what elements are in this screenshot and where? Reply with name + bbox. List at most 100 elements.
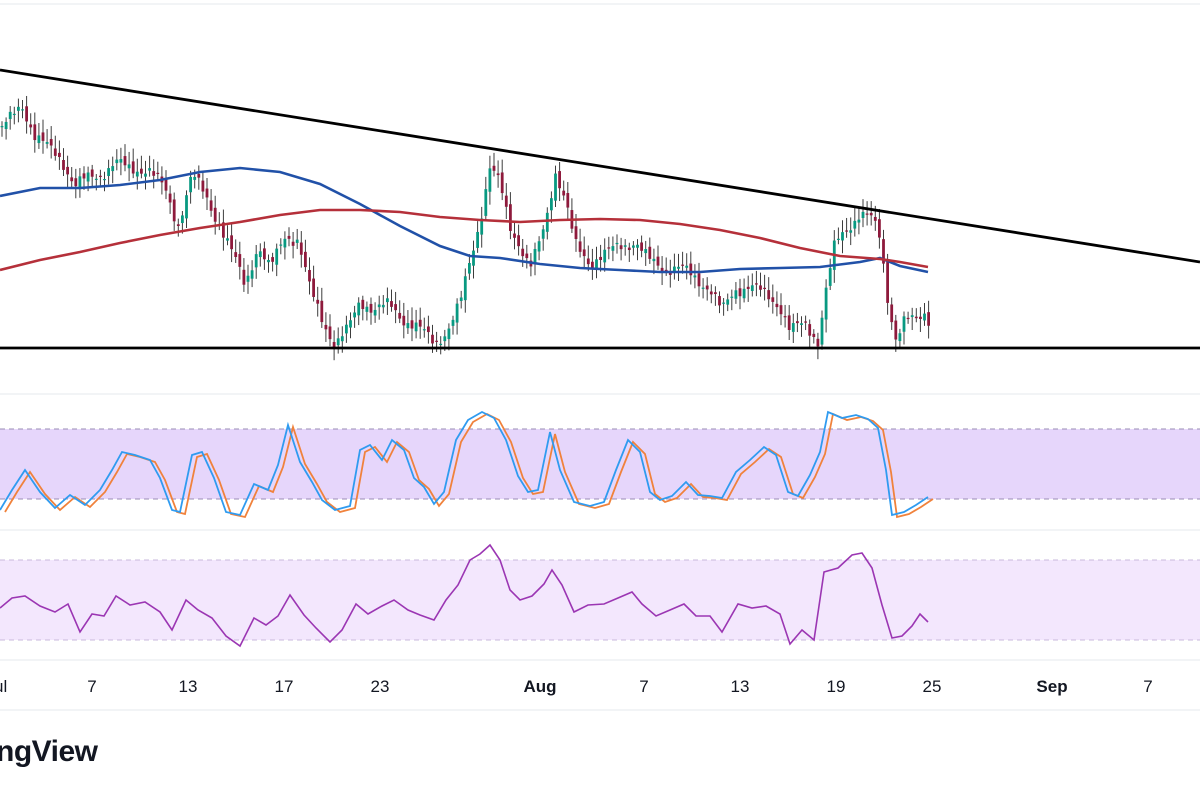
candle <box>176 218 180 237</box>
candle-body <box>4 121 8 130</box>
candle-body <box>837 238 840 240</box>
candle <box>783 304 787 328</box>
candle-body <box>857 219 861 223</box>
candle-body <box>509 204 512 231</box>
candle-body <box>390 301 393 307</box>
stochastic-panel[interactable] <box>0 410 1200 519</box>
candle <box>78 168 82 198</box>
price-panel[interactable] <box>0 68 1200 361</box>
candle <box>213 195 217 235</box>
candle-body <box>336 338 340 346</box>
candle-body <box>779 305 783 315</box>
candle-body <box>919 316 922 319</box>
candle-body <box>459 297 463 301</box>
candle <box>148 155 151 177</box>
candle-body <box>365 306 369 312</box>
candle <box>517 224 520 256</box>
candle-body <box>525 253 529 259</box>
candle-body <box>595 259 598 271</box>
candle <box>254 245 258 279</box>
candle <box>140 155 143 179</box>
candle <box>545 207 549 240</box>
candle-body <box>283 238 287 248</box>
candle <box>156 161 160 181</box>
rsi-panel[interactable] <box>0 543 1200 648</box>
candle-body <box>865 213 869 215</box>
candle <box>230 222 233 263</box>
candle-body <box>291 241 295 246</box>
candle <box>841 220 844 254</box>
candle <box>33 112 37 153</box>
candle <box>910 307 914 331</box>
candle-body <box>115 159 119 164</box>
candle-body <box>66 166 69 175</box>
candle <box>554 165 557 207</box>
candle <box>890 297 894 330</box>
candlesticks <box>0 95 930 361</box>
candle <box>878 208 881 249</box>
candle-body <box>468 263 471 274</box>
candle <box>312 265 315 302</box>
candle-body <box>320 300 324 323</box>
candle-body <box>226 238 229 241</box>
candle <box>17 98 20 123</box>
candle <box>90 164 94 188</box>
candle <box>406 310 410 334</box>
candle <box>283 231 287 260</box>
candle-body <box>213 207 217 222</box>
candle <box>308 257 311 295</box>
candle-body <box>841 232 844 241</box>
candle-body <box>172 199 176 222</box>
candle <box>361 295 365 321</box>
candle-body <box>849 230 853 233</box>
candle-body <box>472 250 475 266</box>
candle-body <box>271 257 274 262</box>
candle-body <box>902 316 906 332</box>
candle-body <box>615 242 619 245</box>
candle <box>164 170 168 200</box>
candle-body <box>53 148 57 156</box>
x-tick-label: 17 <box>275 677 294 696</box>
candle <box>492 152 496 177</box>
candle-body <box>853 220 857 229</box>
candle <box>381 295 385 314</box>
candle <box>513 222 516 250</box>
candle <box>902 311 906 345</box>
candle <box>29 113 33 135</box>
candle <box>353 305 356 328</box>
candle-body <box>197 173 201 178</box>
candle <box>886 253 889 315</box>
candle-body <box>201 180 205 192</box>
x-tick-label: 7 <box>87 677 96 696</box>
candle-body <box>685 265 689 268</box>
candle-body <box>562 190 566 196</box>
candle-body <box>775 303 779 308</box>
candle-body <box>787 315 791 330</box>
candle-body <box>886 262 889 303</box>
candle <box>771 284 775 314</box>
candle <box>738 278 742 310</box>
candle <box>447 323 451 351</box>
candle <box>570 198 574 234</box>
candle-body <box>632 245 635 248</box>
candle <box>468 254 471 280</box>
candle-body <box>304 251 307 268</box>
candle-body <box>299 242 303 255</box>
descending-trendline[interactable] <box>0 68 1200 264</box>
candle <box>189 170 192 204</box>
candle <box>648 237 652 264</box>
candle-body <box>349 320 352 328</box>
candle <box>767 277 771 308</box>
candle-body <box>804 321 807 323</box>
candle <box>730 289 734 311</box>
candle-body <box>12 113 16 116</box>
candle-body <box>927 312 930 326</box>
candle-body <box>345 324 348 334</box>
candle-body <box>353 312 356 318</box>
candle <box>53 135 57 161</box>
candle <box>919 307 922 332</box>
candle <box>324 312 328 342</box>
candle <box>853 207 857 237</box>
candle <box>332 330 336 361</box>
